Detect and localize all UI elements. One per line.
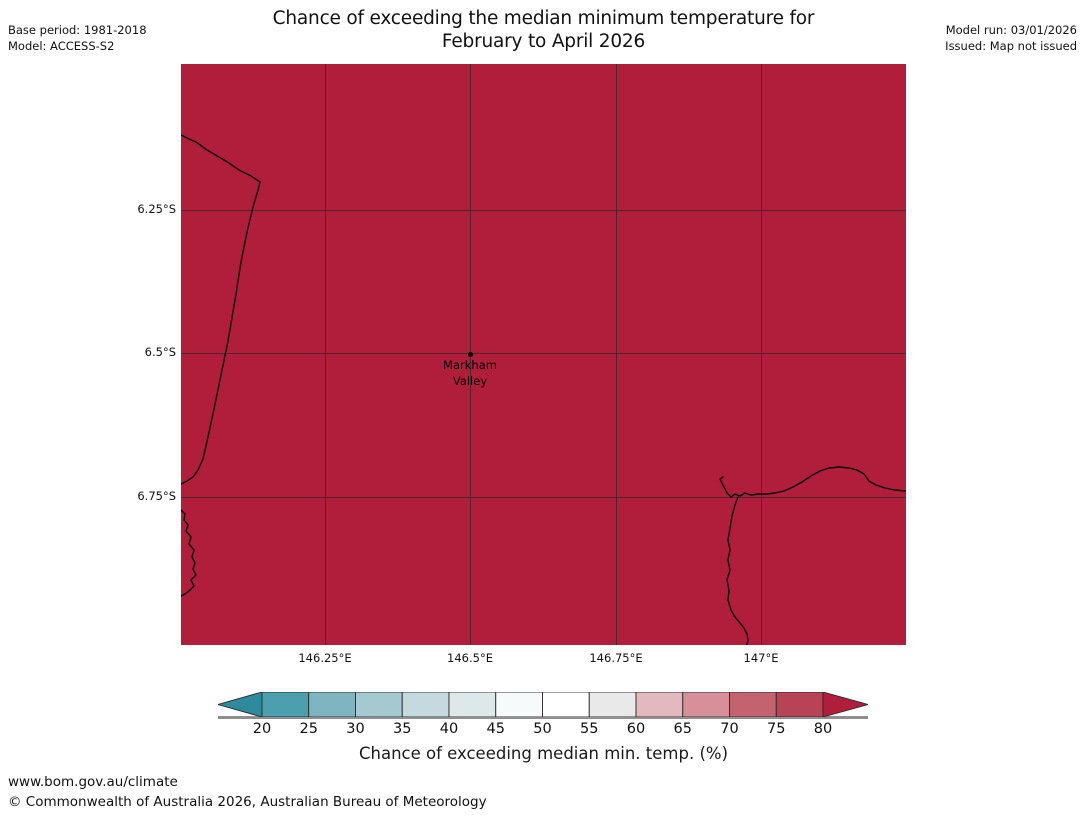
lat-tick-label: 6.75°S [137,489,176,503]
lat-tick-label: 6.25°S [137,202,176,216]
colorbar-segment [775,691,824,718]
colorbar-segment [261,691,310,718]
lon-tick-label: 146.25°E [298,651,352,665]
colorbar-tick-label: 55 [580,721,599,737]
parallel-gridline [181,497,906,498]
colorbar-caption: Chance of exceeding median min. temp. (%… [358,744,729,763]
location-marker-dot [467,351,473,357]
colorbar-left-arrow [216,691,263,718]
colorbar-tick-label: 45 [486,721,505,737]
lon-tick-label: 147°E [743,651,779,665]
model-info-top-right: Model run: 03/01/2026 Issued: Map not is… [945,22,1077,54]
page-title-line1: Chance of exceeding the median minimum t… [272,8,815,29]
page-title-line2: February to April 2026 [441,31,646,52]
meridian-gridline [761,64,762,645]
colorbar-tick-label: 65 [673,721,692,737]
model-run-label: Model run: 03/01/2026 [945,23,1077,37]
colorbar-tick-label: 70 [720,721,739,737]
colorbar-tick-label: 30 [346,721,365,737]
lat-tick-label: 6.5°S [144,345,176,359]
colorbar-tick-label: 40 [439,721,459,737]
coastline-layer [181,134,906,645]
colorbar-segment [729,691,777,718]
colorbar-right-arrow [822,691,870,718]
footer-url: www.bom.gov.au/climate [8,774,178,790]
colorbar-scale [216,691,870,718]
colorbar-segment [635,691,684,718]
colorbar [216,691,870,718]
lon-tick-label: 146.5°E [447,651,493,665]
page-title: Chance of exceeding the median minimum t… [181,7,906,53]
meridian-gridline [616,64,617,645]
colorbar-segment [448,691,497,718]
colorbar-tick-label: 35 [393,721,412,737]
model-label: Model: ACCESS-S2 [8,39,115,53]
footer: www.bom.gov.au/climate © Commonwealth of… [8,772,487,812]
colorbar-segment [588,691,637,718]
location-name-line2: Valley [452,373,488,388]
colorbar-tick-label: 25 [299,721,318,737]
location-marker-label: Markham Valley [400,358,540,389]
map-panel: Markham Valley [181,64,906,645]
coastline-west [181,134,261,485]
parallel-gridline [181,210,906,211]
river-east [726,496,749,645]
colorbar-segment [401,691,450,718]
colorbar-segment [682,691,730,718]
coastline-east [719,466,906,498]
colorbar-segment [542,691,590,718]
footer-copyright: © Commonwealth of Australia 2026, Austra… [8,794,487,810]
location-name-line1: Markham [443,358,497,372]
colorbar-segment [495,691,543,718]
issued-label: Issued: Map not issued [945,39,1077,53]
colorbar-segment [308,691,356,718]
colorbar-tick-label: 20 [252,721,272,737]
colorbar-tick-label: 50 [533,721,552,737]
model-info-top-left: Base period: 1981-2018 Model: ACCESS-S2 [8,22,147,54]
colorbar-tick-label: 75 [767,721,786,737]
colorbar-baseline [218,716,868,719]
meridian-gridline [325,64,326,645]
lon-tick-label: 146.75°E [589,651,643,665]
colorbar-segment [355,691,403,718]
base-period-label: Base period: 1981-2018 [8,23,147,37]
colorbar-tick-label: 80 [813,721,833,737]
colorbar-tick-label: 60 [626,721,646,737]
coastline-southwest [181,509,197,597]
parallel-gridline [181,353,906,354]
